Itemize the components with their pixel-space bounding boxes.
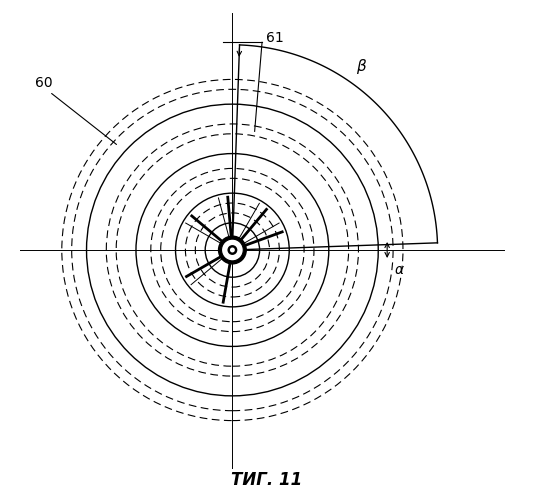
Text: 61: 61 bbox=[265, 32, 284, 46]
Circle shape bbox=[218, 236, 246, 264]
Text: α: α bbox=[395, 263, 404, 277]
Circle shape bbox=[222, 239, 244, 261]
Text: 60: 60 bbox=[35, 76, 52, 90]
Circle shape bbox=[230, 248, 235, 252]
Text: ΤИГ. 11: ΤИГ. 11 bbox=[231, 471, 303, 489]
Circle shape bbox=[227, 245, 237, 255]
Text: β: β bbox=[356, 59, 366, 74]
